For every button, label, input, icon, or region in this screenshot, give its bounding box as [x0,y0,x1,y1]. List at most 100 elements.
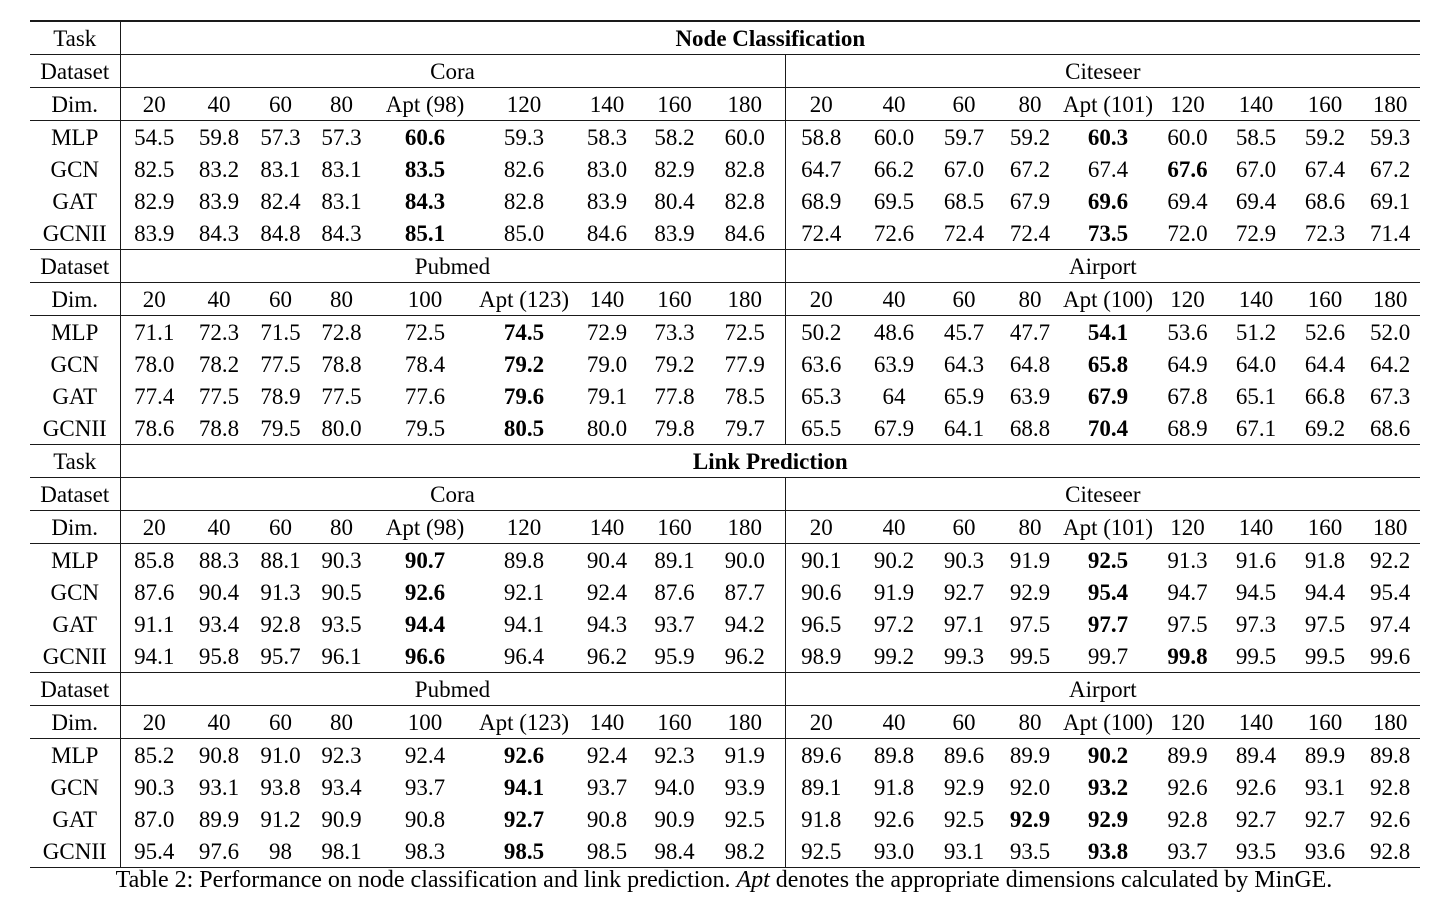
score-cell: 63.9 [1009,383,1051,409]
model-row: GCNII 83.9 84.3 84.8 84.3 85.1 85.0 84.6 83.9 84.… [30,217,1421,250]
dim-value: 80 [997,705,1063,739]
score-cell: 92.5 [943,806,985,832]
model-name: GCNII [30,217,121,250]
score-cell: 68.9 [784,185,857,217]
score-cell: 84.6 [570,217,644,250]
score-cell: 93.7 [654,611,695,637]
score-cell: 98.4 [644,835,705,868]
score-cell: 92.6 [1235,774,1277,800]
dim-value: 180 [705,705,785,739]
score-cell: 94.7 [1167,579,1208,605]
score-cell: 92.4 [586,579,628,605]
dim-value: 160 [644,87,705,121]
score-cell: 98.1 [311,835,372,868]
score-cell: 58.8 [784,120,857,153]
caption-prefix: Table 2: Performance on node classificat… [115,867,737,893]
score-cell: 92.3 [654,742,695,768]
score-cell: 65.5 [784,412,857,445]
model-name: GCN [30,576,121,608]
score-cell: 90.9 [321,806,362,832]
score-cell: 98.2 [705,835,785,868]
score-cell: 67.9 [857,412,931,445]
score-cell: 93.7 [404,774,446,800]
score-cell: 95.4 [1087,579,1129,605]
dim-value: 180 [1360,87,1421,121]
score-cell: 90.7 [404,547,446,573]
score-cell: 89.9 [198,806,240,832]
score-cell: 52.0 [1369,319,1411,345]
score-cell: 79.2 [654,351,695,377]
row-header-dataset: Dataset [30,249,121,283]
score-cell: 54.5 [134,124,175,150]
score-cell: 67.2 [1009,156,1051,182]
dim-value: 40 [188,705,250,739]
caption-italic-term: Apt [736,867,770,893]
score-cell: 83.1 [260,156,301,182]
score-cell: 97.1 [943,611,985,637]
score-cell: 72.5 [404,319,446,345]
score-cell: 67.4 [1087,156,1129,182]
model-name: GAT [30,185,121,217]
dataset-name-left: Pubmed [120,672,785,706]
task-row: Task Node Classification [30,21,1421,55]
score-cell: 89.8 [873,742,915,768]
score-cell: 82.8 [724,156,765,182]
score-cell: 66.2 [873,156,915,182]
score-cell: 67.9 [1087,383,1129,409]
score-cell: 45.7 [943,319,985,345]
score-cell: 90.4 [198,579,240,605]
model-name: MLP [30,543,121,576]
score-cell: 77.5 [321,383,362,409]
score-cell: 92.8 [260,611,301,637]
score-cell: 90.9 [654,806,695,832]
score-cell: 67.1 [1222,412,1290,445]
score-cell: 95.7 [250,640,311,673]
score-cell: 54.1 [1087,319,1129,345]
score-cell: 59.3 [503,124,545,150]
score-cell: 64.0 [1235,351,1277,377]
score-cell: 93.5 [997,835,1063,868]
dim-value: 160 [644,282,705,316]
score-cell: 69.1 [1369,188,1411,214]
score-cell: 78.5 [724,383,765,409]
score-cell: 91.0 [260,742,301,768]
score-cell: 82.9 [654,156,695,182]
dim-row: Dim. 20 40 60 80 100 Apt (123) 140 160 180 20 40 60 8… [30,282,1421,316]
score-cell: 72.4 [997,217,1063,250]
row-header-dim: Dim. [30,705,121,739]
score-cell: 90.5 [321,579,362,605]
score-cell: 78.6 [120,412,188,445]
model-name: GCN [30,771,121,803]
score-cell: 97.2 [873,611,915,637]
score-cell: 92.5 [1087,547,1129,573]
model-row: GCN 78.0 78.2 77.5 78.8 78.4 79.2 79.0 79.2 77.9 6… [30,348,1420,380]
score-cell: 89.4 [1235,742,1277,768]
score-cell: 92.6 [404,579,446,605]
score-cell: 69.4 [1235,188,1277,214]
dim-value: 180 [1360,510,1421,544]
score-cell: 72.4 [784,217,857,250]
score-cell: 84.3 [188,217,250,250]
row-header-dim: Dim. [30,87,121,121]
score-cell: 83.9 [120,217,188,250]
score-cell: 99.7 [1063,640,1153,673]
score-cell: 64.9 [1167,351,1208,377]
score-cell: 47.7 [1009,319,1051,345]
score-cell: 96.4 [478,640,570,673]
score-cell: 82.8 [503,188,545,214]
dim-value: 140 [1222,705,1290,739]
score-cell: 69.5 [873,188,915,214]
model-name: GAT [30,380,121,412]
score-cell: 74.5 [503,319,545,345]
score-cell: 92.5 [724,806,765,832]
dim-value: Apt (98) [372,87,478,121]
score-cell: 98.3 [372,835,478,868]
score-cell: 92.7 [943,579,985,605]
dataset-name-left: Pubmed [120,249,785,283]
score-cell: 91.8 [873,774,915,800]
score-cell: 84.8 [250,217,311,250]
score-cell: 89.6 [784,738,857,771]
score-cell: 94.1 [503,774,545,800]
dim-value: 160 [1290,705,1360,739]
score-cell: 60.0 [724,124,765,150]
